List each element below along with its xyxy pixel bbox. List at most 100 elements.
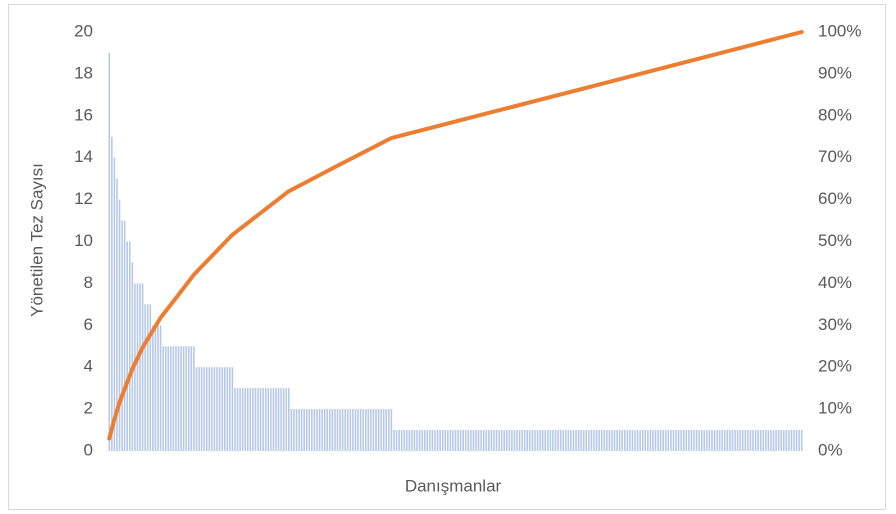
bar [216, 367, 218, 451]
bar [303, 409, 305, 451]
bar [706, 430, 708, 451]
bar [116, 178, 118, 451]
bar [652, 430, 654, 451]
bar [439, 430, 441, 451]
bar [793, 430, 795, 451]
bar [511, 430, 513, 451]
bar [623, 430, 626, 451]
bar [444, 430, 447, 451]
bar [341, 409, 344, 451]
bar [618, 430, 621, 451]
y2-tick-label: 80% [818, 105, 852, 124]
y-tick-label: 0 [84, 440, 93, 459]
bar [121, 220, 123, 451]
bar [208, 367, 211, 451]
bar [177, 346, 180, 451]
bar [616, 430, 618, 451]
bar [275, 388, 277, 451]
bar [298, 409, 300, 451]
bar [295, 409, 298, 451]
bar [698, 430, 700, 451]
bar [549, 430, 552, 451]
y-tick-label: 10 [74, 231, 93, 250]
bar [326, 409, 329, 451]
bar [777, 430, 780, 451]
bar [657, 430, 659, 451]
bar [195, 367, 198, 451]
bar [670, 430, 672, 451]
cumulative-line [107, 30, 804, 441]
bar [172, 346, 175, 451]
bar [544, 430, 547, 451]
bar [277, 388, 280, 451]
bar [721, 430, 723, 451]
bar [403, 430, 405, 451]
bar [226, 367, 229, 451]
bar [734, 430, 736, 451]
bar [711, 430, 713, 451]
bar [418, 430, 421, 451]
bar [380, 409, 382, 451]
bar [375, 409, 377, 451]
bar [752, 430, 754, 451]
bar [693, 430, 695, 451]
bar [688, 430, 690, 451]
y-tick-label: 6 [84, 315, 93, 334]
bar [767, 430, 770, 451]
bar [331, 409, 334, 451]
bar [513, 430, 516, 451]
y2-tick-label: 90% [818, 63, 852, 82]
bar [557, 430, 559, 451]
y-tick-label: 16 [74, 105, 93, 124]
bar [272, 388, 275, 451]
y2-tick-label: 0% [818, 440, 843, 459]
bar [318, 409, 321, 451]
y-tick-label: 4 [84, 357, 93, 376]
bar [152, 325, 154, 451]
chart-frame [8, 4, 886, 510]
bar [780, 430, 782, 451]
bar [267, 388, 270, 451]
bar [182, 346, 185, 451]
y-tick-label: 12 [74, 189, 93, 208]
bar [798, 430, 800, 451]
bar [400, 430, 403, 451]
bar [129, 241, 131, 451]
bar [311, 409, 313, 451]
bar [139, 283, 141, 451]
bar [111, 136, 113, 451]
bar [547, 430, 549, 451]
y2-tick-label: 50% [818, 231, 852, 250]
bar [498, 430, 500, 451]
bar [141, 283, 144, 451]
bar [593, 430, 595, 451]
bar [577, 430, 580, 451]
x-axis-title: Danışmanlar [405, 476, 502, 495]
bar [359, 409, 362, 451]
bar [718, 430, 721, 451]
bar [526, 430, 529, 451]
bar [700, 430, 703, 451]
bar [316, 409, 318, 451]
bar [252, 388, 254, 451]
bar [600, 430, 603, 451]
bar [575, 430, 577, 451]
bar [480, 430, 482, 451]
bar [370, 409, 372, 451]
bar [436, 430, 439, 451]
bar [790, 430, 793, 451]
bar [603, 430, 606, 451]
bar [572, 430, 575, 451]
bar [159, 325, 162, 451]
bar [247, 388, 249, 451]
bar [180, 346, 182, 451]
bar [595, 430, 598, 451]
bar [729, 430, 731, 451]
bar [398, 430, 400, 451]
bar [234, 388, 236, 451]
bar [731, 430, 734, 451]
bar [321, 409, 323, 451]
bar [665, 430, 667, 451]
bar [582, 430, 585, 451]
bar [449, 430, 452, 451]
